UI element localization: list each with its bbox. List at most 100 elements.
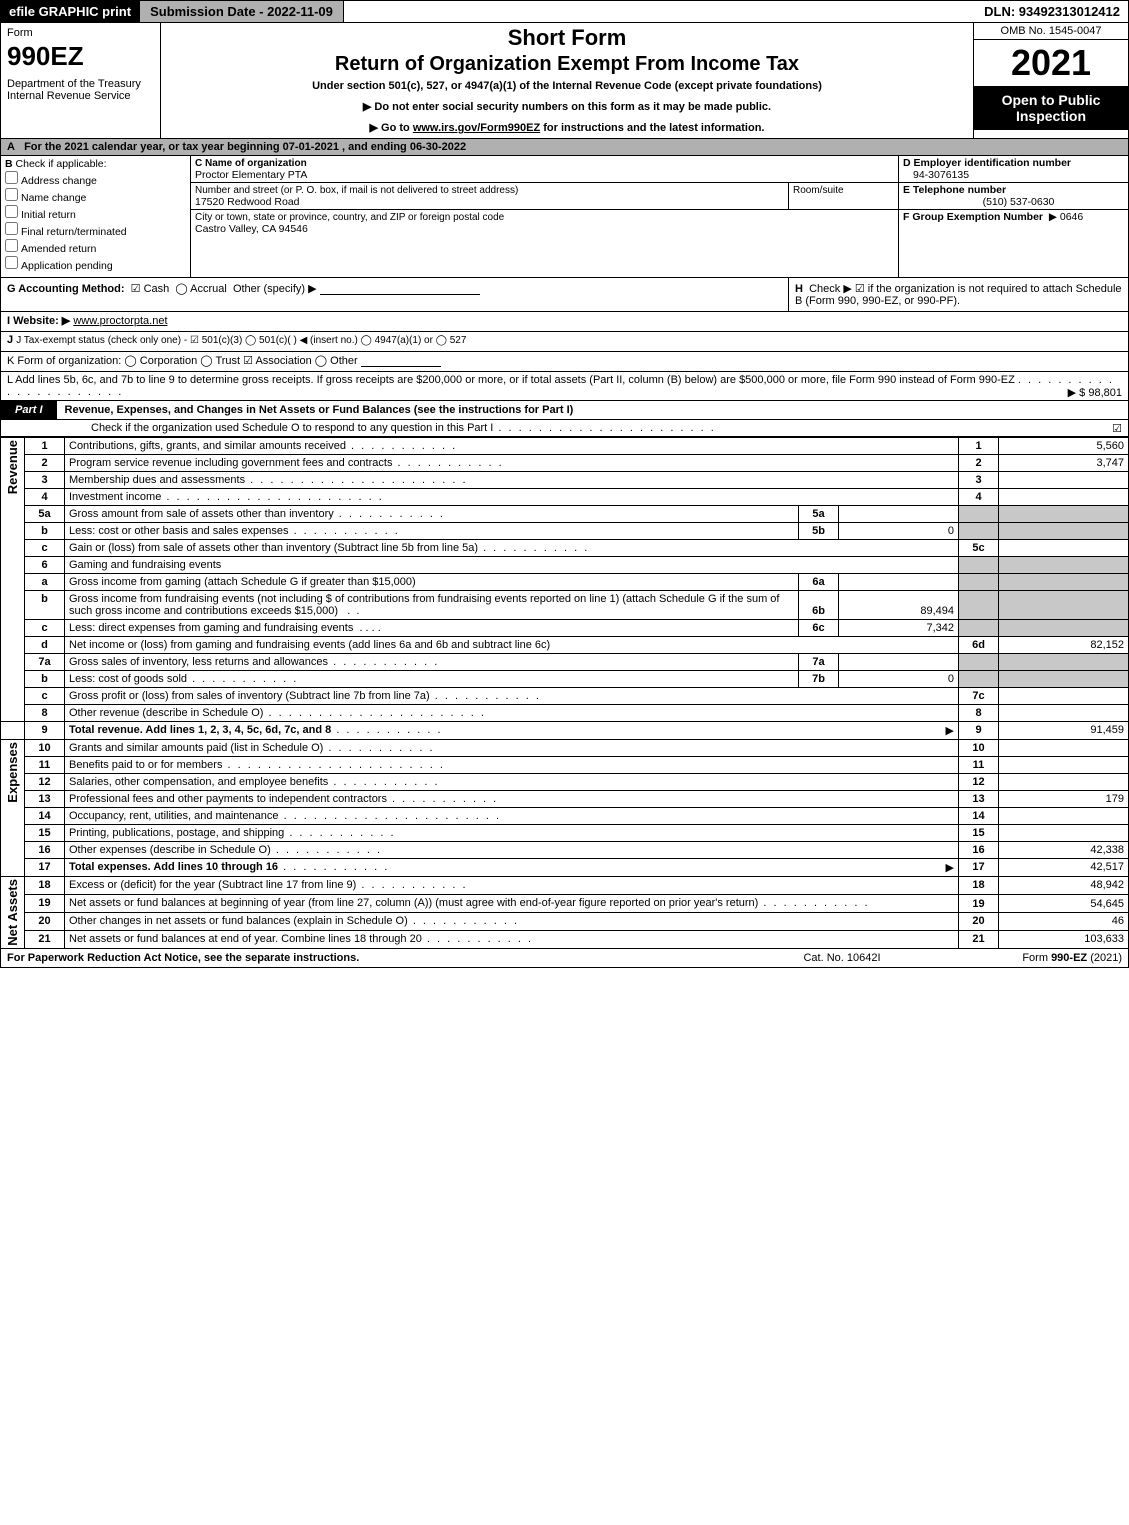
l19-val: 54,645 [999, 894, 1129, 912]
header-right: OMB No. 1545-0047 2021 Open to Public In… [973, 23, 1128, 138]
l8-rn: 8 [959, 705, 999, 722]
l5c-rn: 5c [959, 540, 999, 557]
l9-text: Total revenue. Add lines 1, 2, 3, 4, 5c,… [69, 724, 331, 736]
cb-address-change[interactable]: Address change [5, 171, 186, 187]
l18-no: 18 [25, 877, 65, 895]
l15-no: 15 [25, 825, 65, 842]
l5a-text: Gross amount from sale of assets other t… [69, 508, 334, 520]
footer-center: Cat. No. 10642I [742, 952, 942, 964]
l15-rn: 15 [959, 825, 999, 842]
l-value: ▶ $ 98,801 [1068, 386, 1122, 399]
l5b-sv: 0 [839, 523, 959, 540]
l20-rn: 20 [959, 912, 999, 930]
part1-check[interactable]: ☑ [1112, 422, 1122, 435]
cb-amended-return[interactable]: Amended return [5, 239, 186, 255]
row-gh: G Accounting Method: ☑ Cash ◯ Accrual Ot… [0, 278, 1129, 312]
l7a-no: 7a [25, 654, 65, 671]
l7b-sn: 7b [799, 671, 839, 688]
org-name: Proctor Elementary PTA [195, 169, 307, 181]
l5b-no: b [25, 523, 65, 540]
l9-arrow: ▶ [946, 724, 954, 737]
l18-rn: 18 [959, 877, 999, 895]
l2-text: Program service revenue including govern… [69, 457, 392, 469]
l4-val [999, 489, 1129, 506]
l16-rn: 16 [959, 842, 999, 859]
l10-rn: 10 [959, 740, 999, 757]
l3-no: 3 [25, 472, 65, 489]
l17-text: Total expenses. Add lines 10 through 16 [69, 861, 278, 873]
l6a-sv [839, 574, 959, 591]
g-label: G Accounting Method: [7, 283, 125, 295]
l7c-text: Gross profit or (loss) from sales of inv… [69, 690, 430, 702]
l3-val [999, 472, 1129, 489]
l10-text: Grants and similar amounts paid (list in… [69, 742, 323, 754]
cb-application-pending[interactable]: Application pending [5, 256, 186, 272]
cb-final-return[interactable]: Final return/terminated [5, 222, 186, 238]
goto-pre: ▶ Go to [370, 122, 413, 134]
header-left: Form 990EZ Department of the Treasury In… [1, 23, 161, 138]
bullet-ssn: ▶ Do not enter social security numbers o… [167, 100, 967, 113]
c-addr-label: Number and street (or P. O. box, if mail… [195, 185, 518, 196]
l21-text: Net assets or fund balances at end of ye… [69, 933, 422, 945]
l6a-sn: 6a [799, 574, 839, 591]
l17-rn: 17 [959, 859, 999, 877]
l3-rn: 3 [959, 472, 999, 489]
l10-no: 10 [25, 740, 65, 757]
form-header: Form 990EZ Department of the Treasury In… [0, 23, 1129, 139]
part1-tab: Part I [1, 401, 57, 419]
letter-a: A [7, 141, 21, 153]
l5a-sn: 5a [799, 506, 839, 523]
efile-label[interactable]: efile GRAPHIC print [1, 1, 139, 22]
l6-no: 6 [25, 557, 65, 574]
l13-val: 179 [999, 791, 1129, 808]
l6b-text1: Gross income from fundraising events (no… [69, 593, 332, 605]
bullet-goto: ▶ Go to www.irs.gov/Form990EZ for instru… [167, 121, 967, 134]
row-i: I Website: ▶ www.proctorpta.net [0, 312, 1129, 332]
l8-text: Other revenue (describe in Schedule O) [69, 707, 263, 719]
l7b-text: Less: cost of goods sold [69, 673, 187, 685]
cb-name-change[interactable]: Name change [5, 188, 186, 204]
lines-table: Revenue 1 Contributions, gifts, grants, … [0, 437, 1129, 949]
l12-no: 12 [25, 774, 65, 791]
footer: For Paperwork Reduction Act Notice, see … [0, 949, 1129, 968]
l20-text: Other changes in net assets or fund bala… [69, 915, 408, 927]
ein: 94-3076135 [903, 169, 1124, 181]
l6d-rn: 6d [959, 637, 999, 654]
l2-no: 2 [25, 455, 65, 472]
l11-no: 11 [25, 757, 65, 774]
l16-no: 16 [25, 842, 65, 859]
l6d-val: 82,152 [999, 637, 1129, 654]
c-name-label: C Name of organization [195, 158, 307, 169]
c-city-label: City or town, state or province, country… [195, 212, 504, 223]
l7a-text: Gross sales of inventory, less returns a… [69, 656, 328, 668]
irs-link[interactable]: www.irs.gov/Form990EZ [413, 122, 540, 134]
form-word: Form [7, 27, 154, 39]
l5c-val [999, 540, 1129, 557]
website-link[interactable]: www.proctorpta.net [73, 315, 167, 327]
l5a-sv [839, 506, 959, 523]
l6b-sn: 6b [799, 591, 839, 620]
l17-arrow: ▶ [946, 861, 954, 874]
l20-no: 20 [25, 912, 65, 930]
l7c-no: c [25, 688, 65, 705]
g-other: Other (specify) ▶ [233, 283, 317, 295]
l19-rn: 19 [959, 894, 999, 912]
l21-no: 21 [25, 930, 65, 948]
l5c-text: Gain or (loss) from sale of assets other… [69, 542, 478, 554]
open-inspection: Open to Public Inspection [974, 86, 1128, 130]
l14-text: Occupancy, rent, utilities, and maintena… [69, 810, 279, 822]
l5a-no: 5a [25, 506, 65, 523]
l6c-text: Less: direct expenses from gaming and fu… [69, 622, 353, 634]
l20-val: 46 [999, 912, 1129, 930]
i-label: I Website: ▶ [7, 315, 70, 327]
top-bar: efile GRAPHIC print Submission Date - 20… [0, 0, 1129, 23]
cb-initial-return[interactable]: Initial return [5, 205, 186, 221]
l7a-sv [839, 654, 959, 671]
d-label: D Employer identification number [903, 157, 1071, 169]
omb-number: OMB No. 1545-0047 [974, 23, 1128, 40]
l7b-no: b [25, 671, 65, 688]
j-text: J Tax-exempt status (check only one) - ☑… [16, 335, 466, 346]
l18-val: 48,942 [999, 877, 1129, 895]
l6a-text: Gross income from gaming (attach Schedul… [69, 576, 416, 588]
l5c-no: c [25, 540, 65, 557]
